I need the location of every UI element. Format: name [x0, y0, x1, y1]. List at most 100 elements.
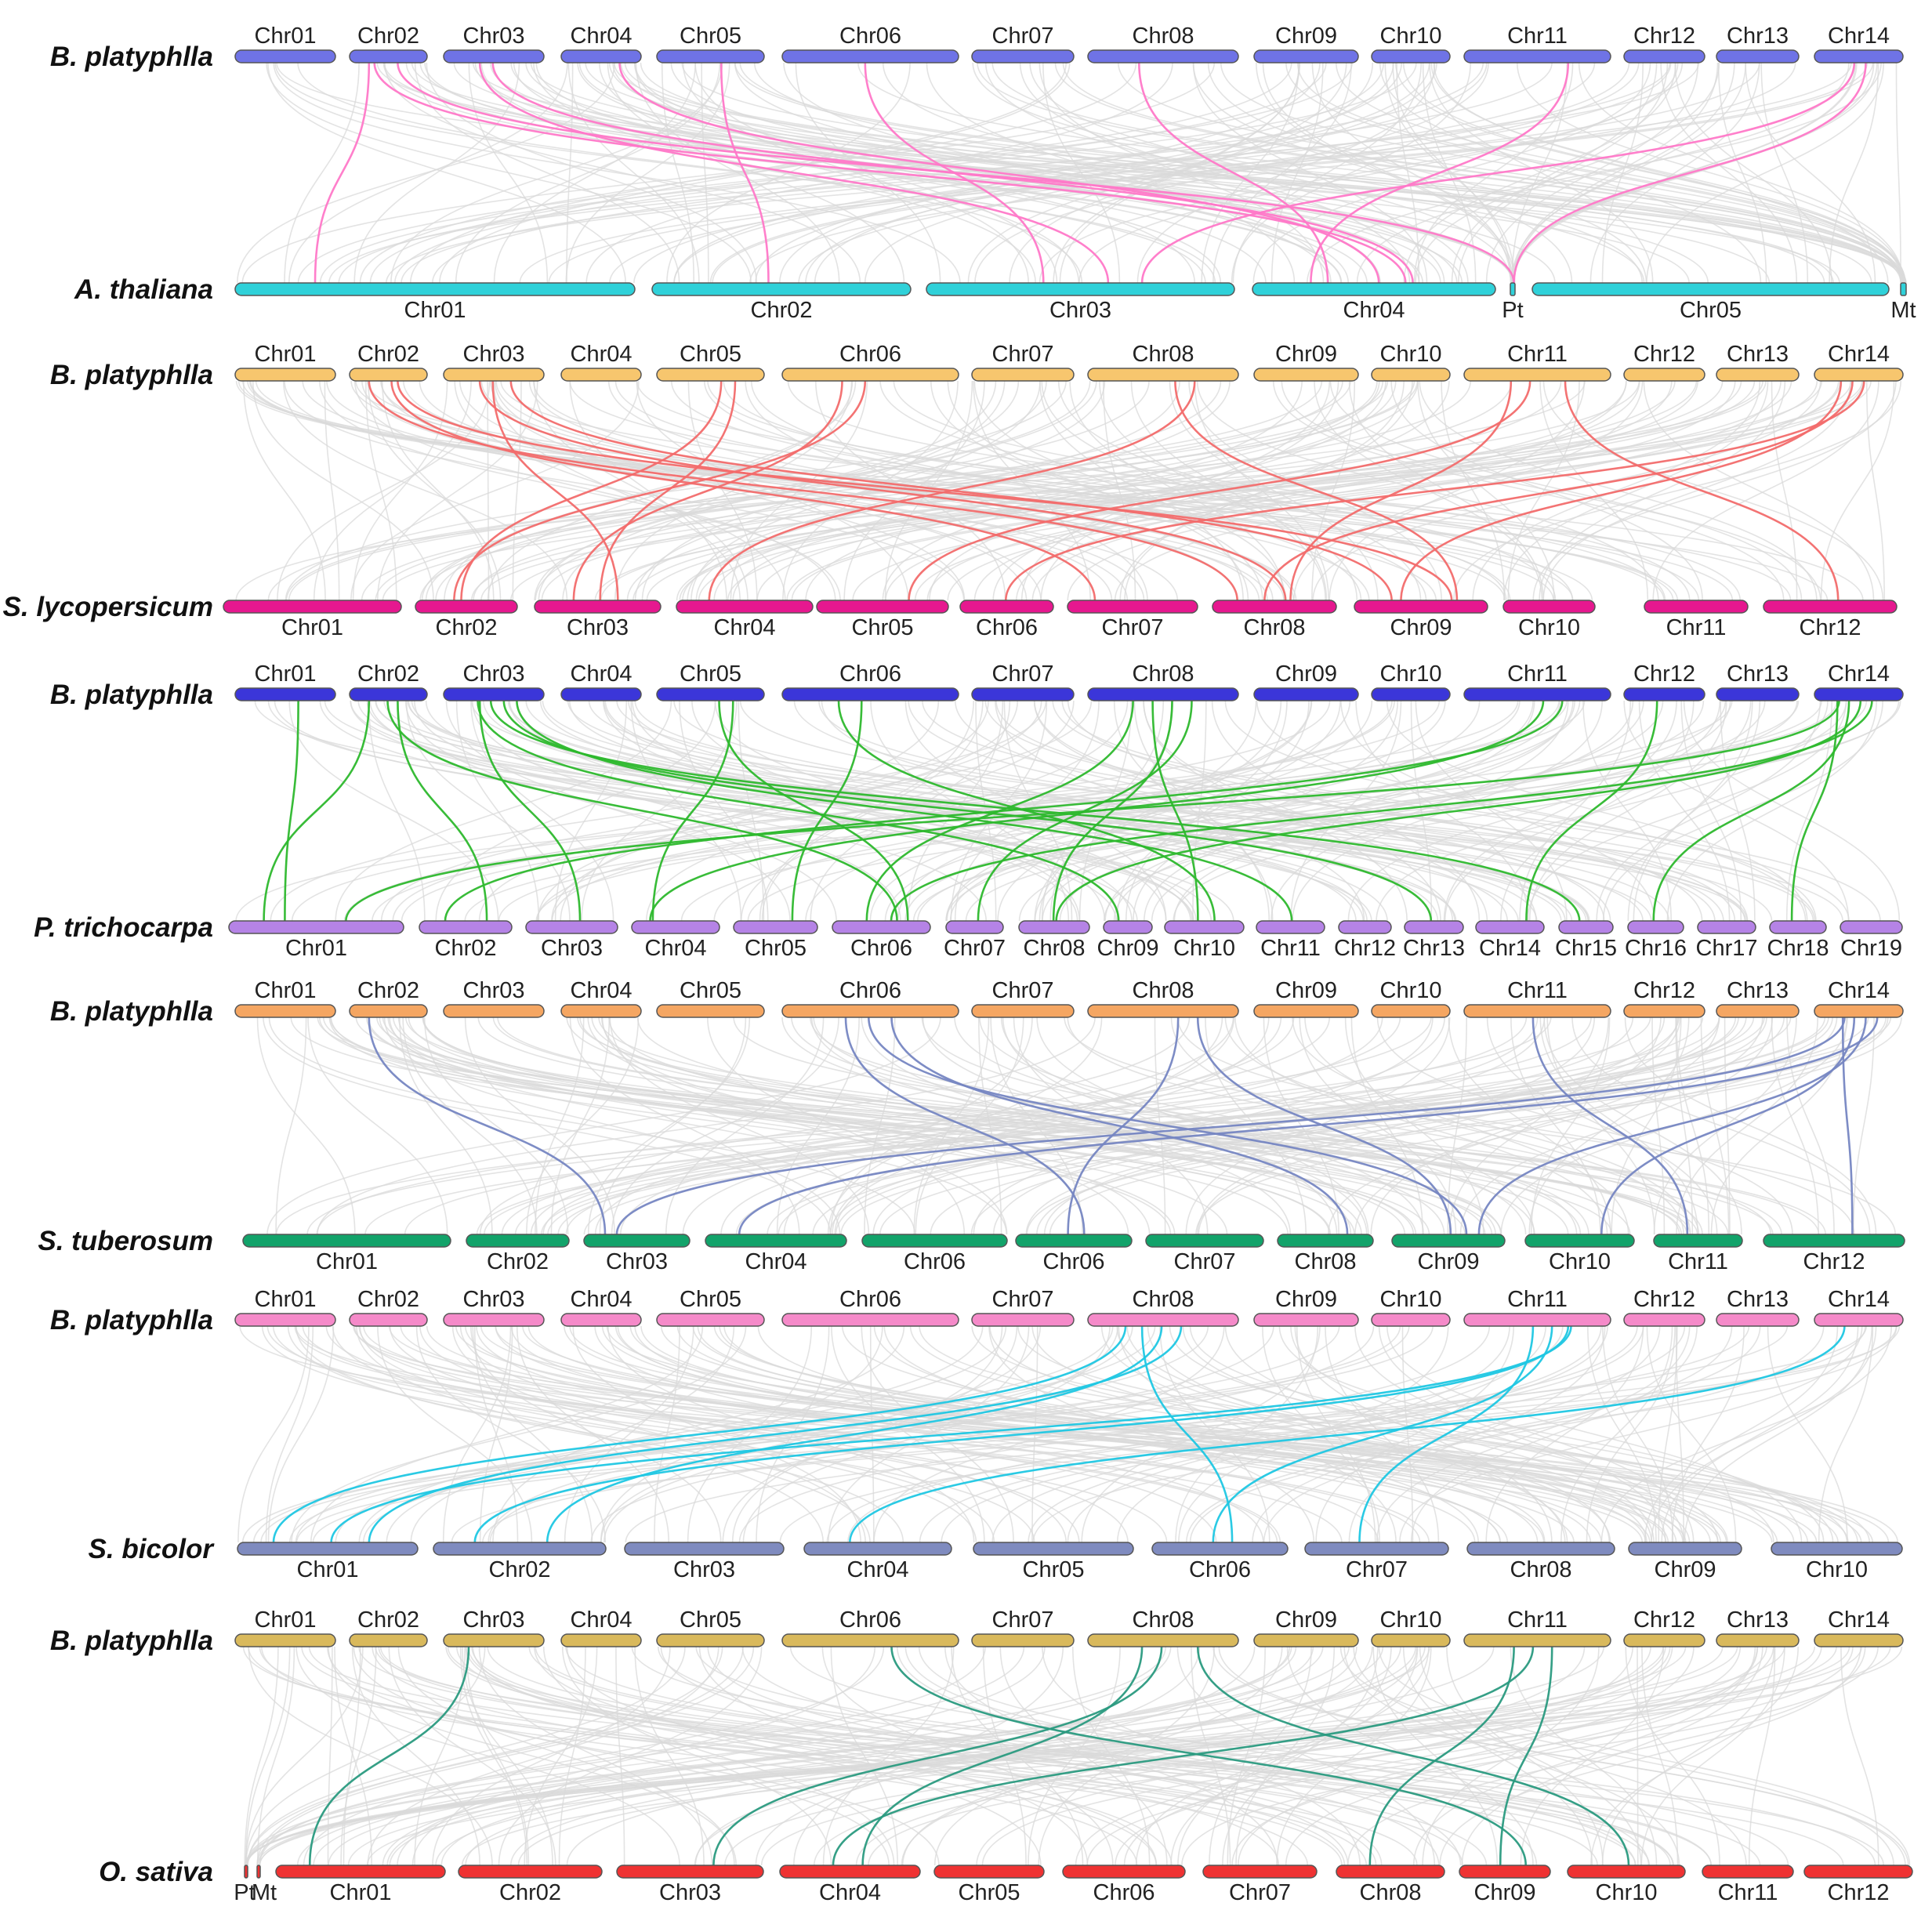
background-synteny-link: [1644, 1325, 1839, 1543]
background-synteny-link: [538, 380, 1020, 601]
target-chromosome-bar: [861, 1234, 1008, 1248]
reference-chromosome-bar: [1716, 687, 1800, 701]
target-chromosome-bar: [1763, 600, 1898, 614]
background-synteny-link: [494, 380, 1028, 601]
background-synteny-link: [353, 380, 836, 601]
reference-chromosome-label: Chr09: [1275, 1287, 1337, 1312]
background-synteny-link: [426, 1325, 1651, 1543]
reference-chromosome-bar: [443, 687, 545, 701]
background-synteny-link: [1401, 1325, 1414, 1543]
background-synteny-link: [359, 1325, 995, 1543]
target-chromosome-label: Chr10: [1549, 1249, 1611, 1274]
background-synteny-link: [1224, 1017, 1684, 1235]
background-synteny-link: [1646, 62, 1884, 284]
target-chromosome-bar: [651, 282, 912, 296]
reference-chromosome-bar: [971, 1004, 1075, 1018]
background-synteny-link: [1339, 1646, 1894, 1866]
background-synteny-link: [818, 700, 1724, 922]
background-synteny-link: [1347, 700, 1721, 922]
reference-chromosome-bar: [1087, 687, 1239, 701]
background-synteny-link: [1386, 1325, 1803, 1543]
background-synteny-link: [350, 380, 1437, 601]
target-chromosome-bar: [419, 920, 513, 934]
background-synteny-link: [1422, 62, 1477, 284]
reference-chromosome-bar: [349, 49, 428, 63]
target-chromosome-label: Chr10: [1596, 1880, 1658, 1905]
background-synteny-link: [1231, 62, 1471, 284]
collinear-gene-link: [1055, 700, 1862, 922]
chromosome-layer: [223, 49, 1913, 1879]
background-synteny-link: [1016, 380, 1627, 601]
reference-chromosome-bar: [656, 368, 765, 382]
reference-chromosome-label: Chr07: [992, 342, 1054, 367]
target-chromosome-bar: [1338, 920, 1392, 934]
background-synteny-link: [1038, 700, 1257, 922]
background-synteny-link: [256, 1646, 1025, 1866]
reference-chromosome-label: Chr01: [255, 342, 317, 367]
background-synteny-link: [459, 1646, 528, 1866]
background-synteny-link: [528, 1646, 1674, 1866]
target-chromosome-label: Chr02: [487, 1249, 549, 1274]
background-synteny-link: [399, 1017, 493, 1235]
background-synteny-link: [1198, 1017, 1681, 1235]
target-chromosome-bar: [676, 600, 814, 614]
target-chromosome-bar: [234, 282, 636, 296]
reference-chromosome-label: Chr13: [1727, 661, 1789, 687]
background-synteny-link: [1328, 380, 1586, 601]
target-chromosome-label: Chr01: [281, 615, 343, 640]
target-chromosome-bar: [1062, 1865, 1186, 1879]
background-synteny-link: [1446, 1646, 1604, 1866]
target-chromosome-label: Chr12: [1828, 1880, 1890, 1905]
background-synteny-link: [1116, 700, 1310, 922]
reference-chromosome-bar: [1253, 49, 1359, 63]
reference-species-label: B. platyphlla: [50, 1625, 213, 1656]
target-chromosome-label: Chr12: [1800, 615, 1861, 640]
background-synteny-link: [245, 1646, 1816, 1866]
background-synteny-link: [1133, 700, 1270, 922]
background-synteny-link: [1852, 1017, 1875, 1235]
background-synteny-link: [1311, 62, 1512, 284]
background-synteny-link: [1399, 1325, 1863, 1543]
reference-chromosome-bar: [1814, 368, 1904, 382]
background-synteny-link: [478, 1646, 713, 1866]
background-synteny-link: [909, 1325, 1728, 1543]
background-synteny-link: [1115, 1646, 1742, 1866]
target-species-label: A. thaliana: [74, 274, 213, 305]
background-synteny-link: [558, 1646, 586, 1866]
target-chromosome-bar: [1502, 600, 1596, 614]
target-chromosome-bar: [1628, 1542, 1742, 1556]
target-chromosome-label: Chr09: [1097, 936, 1159, 961]
background-synteny-link: [607, 380, 1274, 601]
reference-chromosome-bar: [1814, 49, 1904, 63]
collinear-gene-link: [1513, 62, 1867, 284]
background-synteny-link: [261, 1325, 1035, 1543]
background-synteny-link: [1192, 700, 1207, 922]
background-synteny-link: [254, 700, 1573, 922]
background-synteny-link: [241, 1325, 1401, 1543]
reference-chromosome-bar: [656, 49, 765, 63]
target-chromosome-bar: [1771, 1542, 1903, 1556]
target-chromosome-label: Chr02: [489, 1557, 551, 1582]
reference-chromosome-bar: [443, 49, 545, 63]
background-synteny-link: [1252, 62, 1651, 284]
reference-chromosome-label: Chr01: [255, 1607, 317, 1633]
background-synteny-link: [498, 700, 1822, 922]
target-chromosome-label: Chr11: [1718, 1880, 1778, 1905]
background-synteny-link: [447, 1646, 1712, 1866]
background-synteny-link: [1510, 62, 1747, 284]
collinear-gene-link: [516, 700, 1293, 922]
reference-chromosome-bar: [1716, 1313, 1800, 1327]
background-synteny-link: [779, 62, 1321, 284]
background-synteny-link: [926, 380, 1698, 601]
target-chromosome-bar: [242, 1234, 451, 1248]
background-synteny-link: [426, 62, 757, 284]
target-chromosome-label: Chr10: [1806, 1557, 1868, 1582]
reference-chromosome-bar: [1371, 1633, 1451, 1647]
background-synteny-link: [1542, 380, 1851, 601]
reference-species-label: B. platyphlla: [50, 360, 213, 390]
target-chromosome-label: Chr05: [1680, 298, 1742, 323]
target-chromosome-bar: [1644, 600, 1749, 614]
target-chromosome-label: Pt: [234, 1880, 255, 1905]
collinear-gene-link: [368, 380, 1238, 601]
background-synteny-link: [681, 62, 1906, 284]
